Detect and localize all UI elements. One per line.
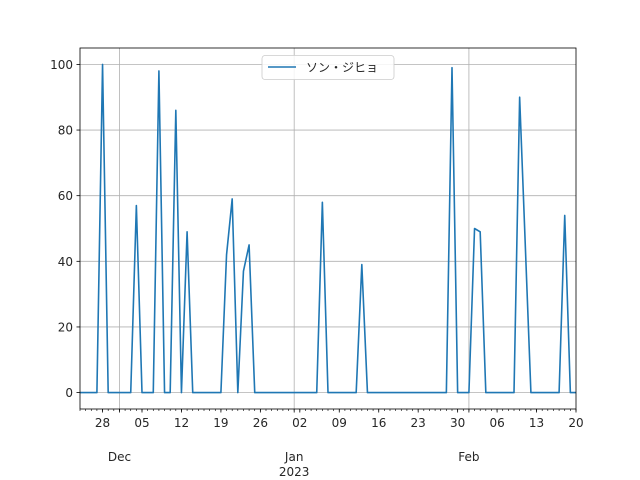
x-tick-label: 16	[371, 416, 386, 430]
x-tick-label: 26	[253, 416, 268, 430]
axis-ticks: 0 20 40 60 80 100 Dec Jan 2023 Feb 28 05 12 19 26 02 09 1…	[50, 58, 584, 479]
x-tick-label: 09	[332, 416, 347, 430]
x-tick-label: 23	[411, 416, 426, 430]
x-tick-label: 12	[174, 416, 189, 430]
legend-label: ソン・ジヒョ	[306, 61, 378, 75]
x-month-label: Jan 2023	[279, 450, 310, 479]
x-month-label: Feb	[458, 450, 479, 464]
data-lines	[80, 63, 576, 394]
x-tick-label: 20	[568, 416, 583, 430]
x-tick-label: 30	[450, 416, 465, 430]
y-tick-label: 20	[58, 320, 73, 334]
x-tick-label: 28	[95, 416, 110, 430]
x-tick-label: 05	[134, 416, 149, 430]
legend-box	[261, 55, 395, 80]
legend: ソン・ジヒョ	[261, 55, 395, 80]
x-tick-label: 02	[292, 416, 307, 430]
series-line	[80, 63, 576, 394]
y-tick-label: 80	[58, 124, 73, 138]
y-tick-label: 0	[65, 386, 73, 400]
x-tick-label: 19	[213, 416, 228, 430]
y-tick-label: 100	[50, 58, 73, 72]
y-tick-label: 60	[58, 189, 73, 203]
y-tick-label: 40	[58, 255, 73, 269]
x-month-label: Dec	[108, 450, 131, 464]
x-tick-label: 06	[489, 416, 504, 430]
x-tick-label: 13	[529, 416, 544, 430]
